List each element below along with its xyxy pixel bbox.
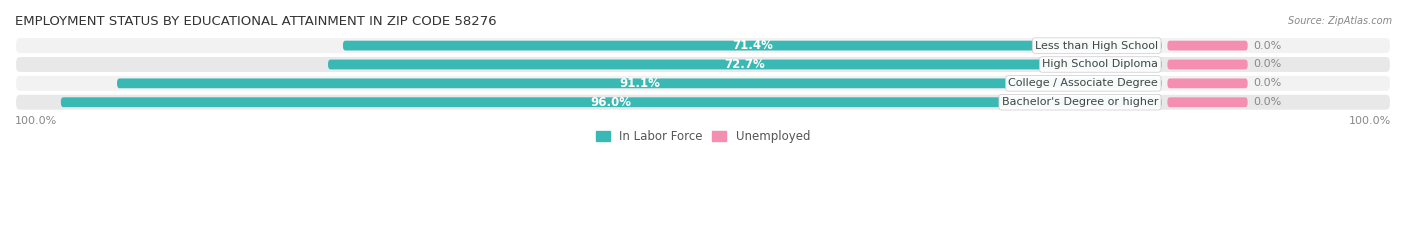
FancyBboxPatch shape <box>60 97 1161 107</box>
Text: Bachelor's Degree or higher: Bachelor's Degree or higher <box>1001 97 1159 107</box>
Text: EMPLOYMENT STATUS BY EDUCATIONAL ATTAINMENT IN ZIP CODE 58276: EMPLOYMENT STATUS BY EDUCATIONAL ATTAINM… <box>15 15 496 28</box>
Legend: In Labor Force, Unemployed: In Labor Force, Unemployed <box>591 125 815 147</box>
FancyBboxPatch shape <box>15 37 1391 54</box>
FancyBboxPatch shape <box>1167 41 1247 51</box>
Text: 96.0%: 96.0% <box>591 96 631 109</box>
Text: High School Diploma: High School Diploma <box>1042 59 1159 69</box>
Text: 100.0%: 100.0% <box>15 116 58 126</box>
Text: 0.0%: 0.0% <box>1253 59 1282 69</box>
FancyBboxPatch shape <box>15 94 1391 111</box>
FancyBboxPatch shape <box>1167 60 1247 69</box>
FancyBboxPatch shape <box>15 75 1391 92</box>
Text: 71.4%: 71.4% <box>733 39 773 52</box>
Text: 100.0%: 100.0% <box>1348 116 1391 126</box>
FancyBboxPatch shape <box>15 56 1391 73</box>
FancyBboxPatch shape <box>1167 79 1247 88</box>
Text: 0.0%: 0.0% <box>1253 78 1282 88</box>
FancyBboxPatch shape <box>343 41 1161 51</box>
FancyBboxPatch shape <box>328 60 1161 69</box>
FancyBboxPatch shape <box>1167 97 1247 107</box>
Text: 0.0%: 0.0% <box>1253 97 1282 107</box>
FancyBboxPatch shape <box>117 79 1161 88</box>
Text: Source: ZipAtlas.com: Source: ZipAtlas.com <box>1288 16 1392 26</box>
Text: 0.0%: 0.0% <box>1253 41 1282 51</box>
Text: 72.7%: 72.7% <box>724 58 765 71</box>
Text: College / Associate Degree: College / Associate Degree <box>1008 78 1159 88</box>
Text: 91.1%: 91.1% <box>619 77 659 90</box>
Text: Less than High School: Less than High School <box>1035 41 1159 51</box>
